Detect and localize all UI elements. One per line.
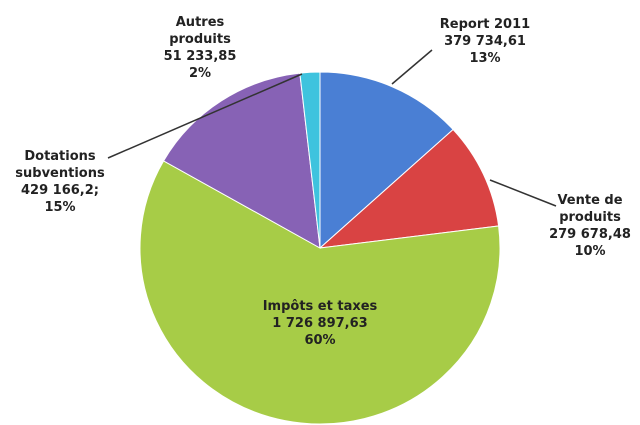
pie-slice [319, 71, 454, 250]
label-percent: 2% [188, 66, 212, 81]
slice-label: Vente de produits 279 678,48 10% [545, 192, 635, 260]
label-value: 379 734,61 [444, 34, 526, 49]
slice-label: Dotations subventions 429 166,2; 15% [0, 148, 120, 216]
label-percent: 15% [44, 200, 76, 215]
pie-slice [318, 128, 500, 249]
label-value: 429 166,2; [21, 183, 99, 198]
pie-slice [139, 160, 501, 425]
leader-line [391, 49, 433, 85]
slice-label: Report 2011 379 734,61 13% [420, 16, 550, 67]
label-value: 279 678,48 [549, 227, 631, 242]
leader-line [489, 179, 557, 207]
label-value: 1 726 897,63 [272, 316, 368, 331]
label-name: Dotations subventions [15, 149, 105, 181]
label-percent: 60% [304, 333, 336, 348]
slice-label: Autres produits 51 233,85 2% [150, 14, 250, 82]
label-value: 51 233,85 [163, 49, 237, 64]
label-percent: 13% [469, 51, 501, 66]
label-name: Autres produits [169, 15, 231, 47]
leader-line [107, 73, 303, 159]
label-percent: 10% [574, 244, 606, 259]
label-name: Report 2011 [439, 17, 531, 32]
pie-slice [299, 71, 321, 249]
label-name: Vente de produits [557, 193, 623, 225]
label-name: Impôts et taxes [262, 299, 378, 314]
slice-label: Impôts et taxes 1 726 897,63 60% [240, 298, 400, 349]
